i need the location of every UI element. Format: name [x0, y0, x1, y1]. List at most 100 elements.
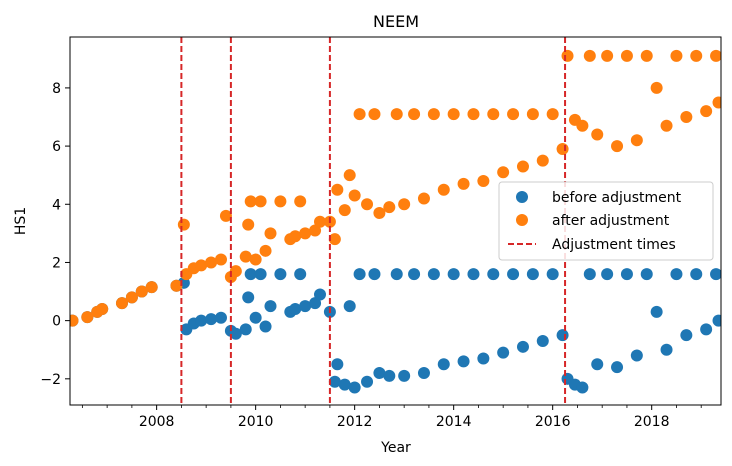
data-point: [477, 352, 490, 365]
data-point: [583, 49, 596, 62]
legend-label-before: before adjustment: [552, 190, 682, 206]
data-point: [660, 119, 673, 132]
legend-label-after: after adjustment: [552, 213, 670, 229]
data-point: [249, 253, 262, 266]
legend-marker-before: [516, 191, 528, 203]
y-tick-label: 8: [52, 81, 61, 97]
plot-area: [70, 37, 721, 405]
data-point: [650, 305, 663, 318]
data-point: [373, 207, 386, 219]
data-point: [242, 218, 255, 231]
data-point: [601, 268, 614, 281]
legend-box: [498, 181, 714, 261]
data-point: [467, 268, 480, 281]
data-point: [145, 281, 158, 294]
data-point: [343, 169, 356, 182]
data-point: [81, 311, 94, 324]
data-point: [353, 268, 366, 281]
data-point: [254, 195, 267, 208]
x-tick-label: 2014: [436, 414, 472, 430]
data-point: [259, 244, 272, 257]
data-point: [229, 265, 242, 278]
data-point: [680, 329, 693, 342]
legend: before adjustment after adjustment Adjus…: [498, 181, 714, 261]
y-axis: −2 0 2 4 6 8: [40, 81, 70, 388]
data-point: [576, 119, 589, 132]
legend-marker-after: [516, 214, 528, 226]
data-point: [497, 166, 510, 179]
data-point: [601, 49, 614, 62]
data-point: [96, 303, 109, 315]
data-point: [289, 303, 302, 315]
data-point: [259, 320, 272, 333]
data-point: [620, 49, 633, 62]
data-point: [249, 311, 262, 324]
data-point: [526, 268, 539, 281]
data-point: [368, 108, 381, 121]
data-point: [242, 291, 255, 304]
data-point: [314, 288, 327, 301]
y-tick-label: 6: [52, 139, 61, 155]
x-axis: 2008 2010 2012 2014 2016 2018: [81, 405, 702, 430]
data-point: [125, 291, 138, 304]
data-point: [390, 268, 403, 281]
data-point: [670, 49, 683, 62]
data-point: [591, 358, 604, 371]
data-point: [583, 268, 596, 281]
data-point: [536, 154, 549, 167]
data-point: [115, 297, 128, 310]
data-point: [516, 160, 529, 173]
data-point: [427, 108, 440, 121]
data-point: [507, 268, 520, 281]
data-point: [546, 108, 559, 121]
data-point: [338, 204, 351, 217]
data-point: [348, 189, 361, 202]
x-tick-label: 2012: [337, 414, 373, 430]
data-point: [561, 49, 574, 62]
data-point: [368, 268, 381, 281]
data-point: [398, 369, 411, 382]
data-point: [328, 233, 341, 246]
data-point: [536, 335, 549, 347]
data-point: [309, 224, 322, 237]
data-point: [487, 108, 500, 121]
data-point: [712, 96, 721, 109]
data-point: [650, 81, 663, 94]
data-point: [328, 375, 341, 388]
data-point: [556, 329, 569, 342]
data-point: [383, 369, 396, 382]
data-point: [712, 314, 721, 327]
data-point: [487, 268, 500, 281]
data-point: [526, 108, 539, 121]
data-point: [417, 192, 430, 205]
data-point: [353, 108, 366, 121]
data-point: [640, 49, 653, 62]
data-point: [289, 230, 302, 243]
data-point: [177, 218, 190, 231]
data-point: [373, 367, 386, 379]
data-point: [229, 327, 242, 340]
data-point: [447, 268, 460, 281]
data-point: [348, 381, 361, 394]
data-point: [467, 108, 480, 121]
data-point: [630, 134, 643, 147]
data-point: [383, 201, 396, 214]
data-point: [710, 268, 721, 281]
data-point: [660, 343, 673, 356]
data-point: [690, 268, 703, 281]
data-point: [390, 108, 403, 121]
data-point: [408, 108, 421, 121]
data-point: [343, 300, 356, 313]
data-point: [254, 268, 267, 281]
data-point: [294, 268, 307, 281]
data-point: [331, 183, 344, 196]
data-point: [244, 195, 257, 208]
y-tick-label: −2: [40, 372, 61, 388]
plot-frame: [69, 36, 722, 406]
data-point: [437, 358, 450, 371]
x-tick-label: 2008: [139, 414, 175, 430]
data-point: [338, 378, 351, 391]
data-point: [398, 198, 411, 211]
legend-label-adjustment: Adjustment times: [552, 237, 676, 253]
